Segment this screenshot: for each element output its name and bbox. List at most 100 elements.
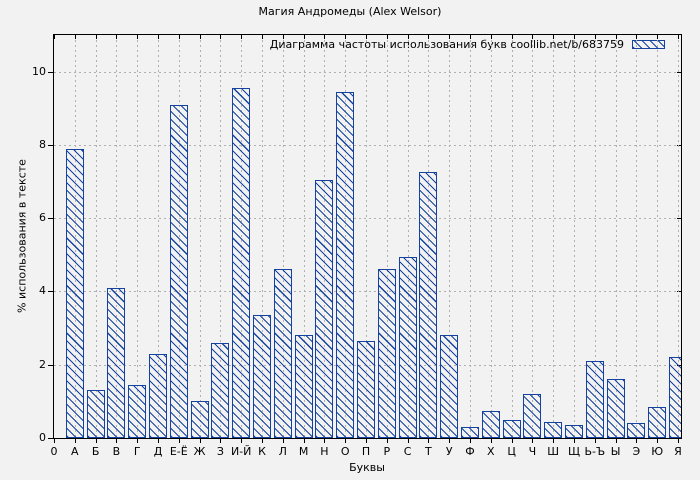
x-tick-mark (324, 439, 326, 443)
bar-Я (669, 357, 681, 438)
x-tick-mark-mirror (345, 35, 347, 39)
gridline-vertical (553, 35, 555, 438)
x-tick-label: К (258, 445, 266, 458)
x-tick-mark (199, 439, 201, 443)
x-tick-label: О (340, 445, 350, 458)
x-tick-mark-mirror (366, 35, 367, 39)
x-tick-label: Ь-Ъ (584, 445, 606, 458)
x-tick-label: И-Й (230, 445, 252, 458)
bar-Ж (190, 401, 209, 438)
bar-Ь-Ъ (585, 361, 604, 438)
x-tick-mark (345, 439, 347, 443)
x-tick-mark (366, 439, 367, 443)
x-tick-mark-mirror (386, 35, 388, 39)
x-tick-mark-mirror (137, 35, 139, 39)
x-tick-label: Д (153, 445, 163, 458)
bar-Д (149, 354, 167, 438)
gridline-vertical (137, 35, 139, 438)
bar-Щ (565, 425, 583, 438)
legend: Диаграмма частоты использования букв coo… (270, 38, 665, 51)
x-tick-mark (428, 439, 430, 443)
gridline-vertical (678, 35, 679, 438)
x-tick-mark-mirror (532, 35, 534, 39)
x-tick-label: Ц (507, 445, 516, 458)
x-tick-mark-mirror (220, 35, 222, 39)
x-tick-mark (241, 439, 243, 443)
gridline-vertical (262, 35, 263, 438)
x-tick-mark (407, 439, 409, 443)
x-tick-label: Э (632, 445, 641, 458)
bar-Е-Ё (169, 105, 188, 438)
bar-Т (419, 172, 438, 438)
x-tick-mark-mirror (116, 35, 118, 39)
bar-Э (627, 423, 646, 438)
y-tick-label: 0 (39, 431, 46, 444)
gridline-horizontal (54, 71, 681, 73)
bar-Р (377, 269, 396, 438)
x-tick-mark (449, 439, 451, 443)
y-tick-mark-mirror (677, 71, 681, 73)
y-tick-mark-mirror (677, 218, 681, 220)
x-tick-mark (532, 439, 534, 443)
x-tick-label: Щ (567, 445, 581, 458)
x-tick-mark (678, 439, 679, 443)
x-tick-mark (95, 439, 97, 443)
legend-label: Диаграмма частоты использования букв coo… (269, 38, 624, 51)
bar-Ч (523, 394, 542, 438)
gridline-vertical (158, 35, 159, 438)
x-tick-label: Ы (610, 445, 621, 458)
x-tick-mark-mirror (574, 35, 575, 39)
y-tick-label: 6 (39, 211, 46, 225)
x-tick-label: У (445, 445, 453, 458)
x-tick-mark-mirror (657, 35, 659, 39)
x-tick-label: Н (320, 445, 329, 458)
x-tick-mark (594, 439, 596, 443)
bar-Б (86, 390, 105, 438)
x-tick-mark-mirror (678, 35, 679, 39)
x-tick-mark-mirror (95, 35, 97, 39)
x-tick-mark (116, 439, 118, 443)
x-tick-label: Ш (547, 445, 560, 458)
bar-А (65, 149, 84, 438)
x-tick-mark-mirror (74, 35, 76, 39)
gridline-vertical (574, 35, 575, 438)
x-tick-mark-mirror (303, 35, 305, 39)
gridline-vertical (657, 35, 659, 438)
x-tick-mark-mirror (407, 35, 409, 39)
x-tick-mark-mirror (199, 35, 201, 39)
x-tick-label: 0 (50, 445, 58, 458)
x-tick-label: Е-Ё (169, 445, 188, 458)
bar-Ф (461, 427, 479, 438)
x-tick-mark (386, 439, 388, 443)
x-tick-mark-mirror (282, 35, 284, 39)
bar-И-Й (232, 88, 251, 438)
plot-area: Диаграмма частоты использования букв coo… (53, 34, 682, 439)
x-tick-mark-mirror (178, 35, 180, 39)
gridline-vertical (282, 35, 284, 438)
x-tick-mark (511, 439, 513, 443)
y-tick-mark (48, 218, 53, 220)
gridline-vertical (95, 35, 97, 438)
x-tick-mark-mirror (324, 35, 326, 39)
bar-В (107, 288, 126, 438)
x-axis-label: Буквы (349, 461, 385, 474)
bar-П (357, 341, 375, 438)
x-tick-mark (158, 439, 159, 443)
y-tick-mark (48, 438, 53, 439)
x-tick-label: Г (133, 445, 141, 458)
x-tick-label: Б (91, 445, 100, 458)
x-tick-mark-mirror (428, 35, 430, 39)
bar-Л (273, 269, 292, 438)
gridline-vertical (220, 35, 222, 438)
gridline-vertical (366, 35, 367, 438)
x-tick-label: Р (383, 445, 391, 458)
x-tick-mark-mirror (594, 35, 596, 39)
x-tick-mark (553, 439, 555, 443)
x-tick-label: Ю (651, 445, 664, 458)
x-tick-label: А (71, 445, 79, 458)
x-tick-mark (303, 439, 305, 443)
y-tick-mark (48, 71, 53, 73)
x-tick-label: М (298, 445, 309, 458)
y-tick-mark-mirror (677, 291, 681, 293)
bar-О (336, 92, 355, 438)
